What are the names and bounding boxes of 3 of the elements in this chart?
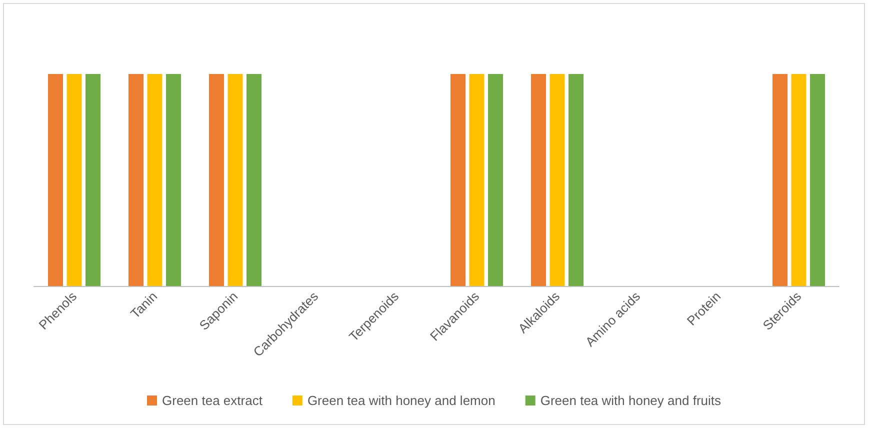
legend-label: Green tea with honey and fruits (540, 393, 722, 408)
legend-label: Green tea extract (162, 393, 263, 408)
legend-label: Green tea with honey and lemon (307, 393, 496, 408)
